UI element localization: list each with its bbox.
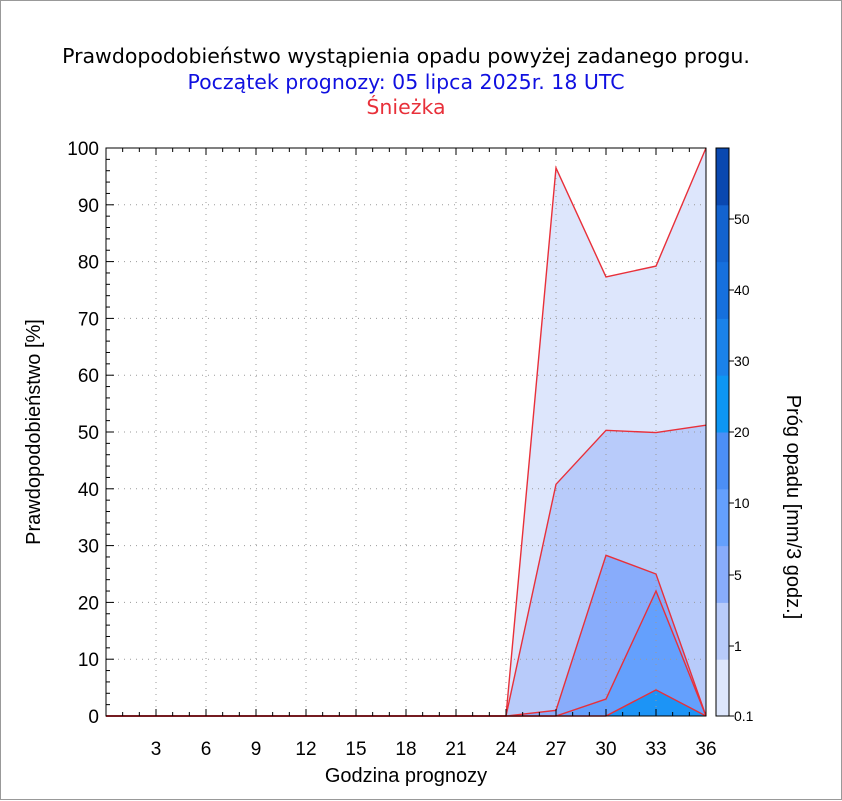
x-tick-label: 3 xyxy=(151,739,162,760)
y-tick-label: 30 xyxy=(78,537,99,558)
x-axis-label: Godzina prognozy xyxy=(325,765,487,787)
x-tick-label: 36 xyxy=(695,739,716,760)
x-tick-label: 18 xyxy=(395,739,416,760)
colorbar-segment xyxy=(716,204,729,263)
y-tick-label: 80 xyxy=(78,253,99,274)
y-tick-label: 20 xyxy=(78,593,99,614)
y-tick-label: 90 xyxy=(78,196,99,217)
colorbar-segment xyxy=(716,375,729,433)
x-tick-label: 21 xyxy=(445,739,466,760)
plot-area: 3 6 9 12 15 18 21 24 27 30 33 360102030405060708090… xyxy=(67,139,716,760)
colorbar-tick-label: 20 xyxy=(734,424,750,440)
colorbar-segment xyxy=(716,602,729,660)
colorbar-tick-label: 1 xyxy=(734,638,742,654)
colorbar-tick-label: 50 xyxy=(734,211,750,227)
colorbar-tick-label: 30 xyxy=(734,353,750,369)
colorbar-tick-label: 0.1 xyxy=(734,708,754,724)
x-tick-label: 9 xyxy=(251,739,262,760)
colorbar-segment xyxy=(716,148,729,206)
axis-ticks xyxy=(105,147,707,717)
x-tick-label: 30 xyxy=(595,739,616,760)
colorbar: 0.1 1 5 10 20 30 40 50 xyxy=(715,147,754,724)
y-tick-label: 100 xyxy=(67,139,99,160)
colorbar-tick-label: 10 xyxy=(734,495,750,511)
colorbar-segment xyxy=(716,488,729,547)
area-threshold-20 xyxy=(106,689,706,716)
y-tick-label: 60 xyxy=(78,366,99,387)
colorbar-segment xyxy=(716,261,729,319)
y-tick-label: 40 xyxy=(78,480,99,501)
x-tick-label: 15 xyxy=(345,739,366,760)
location-label: Śnieżka xyxy=(366,94,445,119)
colorbar-segment xyxy=(716,318,729,376)
colorbar-segment xyxy=(716,659,729,717)
y-tick-label: 70 xyxy=(78,309,99,330)
colorbar-tick-label: 40 xyxy=(734,282,750,298)
y-tick-label: 10 xyxy=(78,650,99,671)
x-tick-label: 27 xyxy=(545,739,566,760)
y-axis-label: Prawdopodobieństwo [%] xyxy=(23,319,45,545)
area-threshold-1 xyxy=(106,425,706,716)
x-tick-label: 12 xyxy=(295,739,316,760)
y-tick-label: 0 xyxy=(88,707,99,728)
colorbar-tick-label: 5 xyxy=(734,567,742,583)
chart-subtitle: Początek prognozy: 05 lipca 2025r. 18 UT… xyxy=(187,70,624,94)
y-tick-label: 50 xyxy=(78,423,99,444)
colorbar-label: Próg opadu [mm/3 godz.] xyxy=(782,395,804,620)
x-tick-label: 33 xyxy=(645,739,666,760)
colorbar-segment xyxy=(716,545,729,603)
x-tick-label: 24 xyxy=(495,739,517,760)
chart-title: Prawdopodobieństwo wystąpienia opadu pow… xyxy=(62,44,750,68)
x-tick-label: 6 xyxy=(201,739,212,760)
colorbar-segment xyxy=(716,432,729,490)
